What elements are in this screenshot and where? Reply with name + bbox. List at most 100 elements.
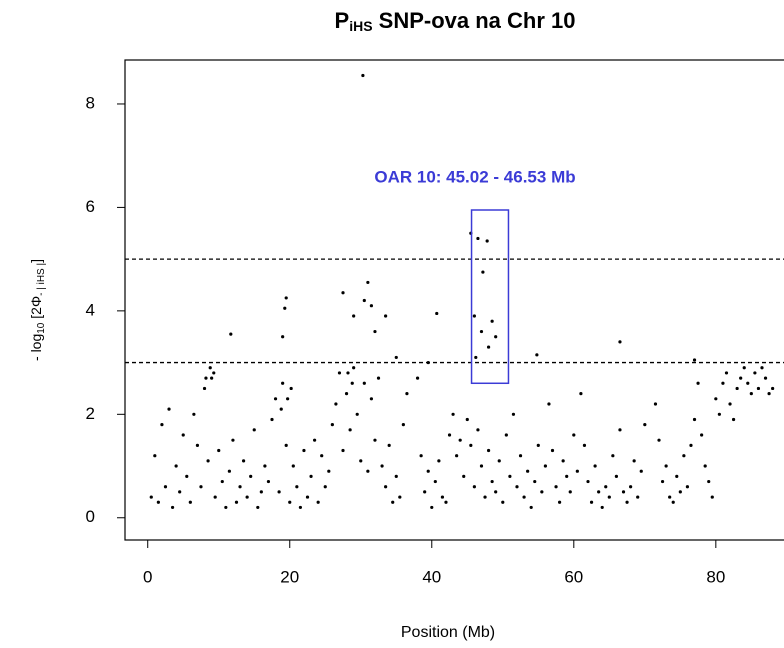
point — [671, 500, 675, 504]
point — [185, 474, 189, 478]
point — [289, 386, 293, 391]
point — [220, 479, 224, 484]
point — [540, 490, 544, 494]
point — [444, 500, 448, 504]
y-axis-label: - log10 [2Φ- | iHS |] — [28, 259, 47, 361]
point — [302, 448, 306, 453]
point — [288, 500, 292, 504]
point — [753, 371, 757, 375]
point — [700, 433, 704, 437]
point — [206, 459, 210, 463]
point — [557, 500, 562, 504]
point — [387, 443, 391, 447]
highlight-box — [470, 209, 510, 385]
point — [210, 376, 214, 380]
point — [419, 454, 423, 458]
point — [465, 417, 469, 422]
point — [604, 485, 608, 489]
point — [618, 428, 622, 432]
point — [756, 386, 761, 391]
point — [455, 454, 459, 458]
point — [479, 329, 484, 334]
point — [160, 423, 164, 427]
point — [316, 500, 320, 504]
point — [330, 423, 334, 427]
point — [678, 490, 682, 494]
point — [204, 376, 208, 380]
point — [485, 239, 489, 243]
y-label-part: ] — [28, 259, 44, 263]
point — [607, 495, 611, 499]
point — [266, 479, 271, 484]
point — [238, 485, 242, 489]
y-tick-label: 2 — [86, 404, 95, 423]
point — [213, 495, 217, 499]
point — [664, 464, 668, 468]
point — [458, 438, 462, 442]
point — [369, 304, 374, 308]
point — [511, 412, 516, 416]
point — [721, 381, 725, 385]
point — [575, 469, 579, 473]
x-axis-label: Position (Mb) — [401, 624, 495, 641]
point — [174, 464, 178, 468]
point — [227, 469, 231, 473]
point — [281, 381, 285, 385]
point — [192, 412, 196, 416]
point — [170, 505, 175, 510]
point — [494, 335, 498, 339]
point — [199, 485, 203, 489]
point — [689, 443, 693, 447]
point — [398, 495, 402, 499]
point — [494, 490, 498, 494]
point — [426, 469, 430, 473]
y-tick-label: 6 — [86, 197, 95, 216]
point — [231, 438, 235, 442]
point — [543, 464, 547, 468]
point — [208, 366, 212, 370]
point — [611, 454, 615, 458]
point — [593, 464, 597, 468]
point — [472, 485, 476, 489]
point — [582, 443, 587, 447]
point — [682, 454, 686, 458]
point — [277, 490, 281, 494]
point — [245, 495, 249, 499]
point — [212, 371, 216, 375]
point — [279, 407, 283, 411]
point — [629, 485, 633, 489]
point — [735, 386, 739, 391]
point — [361, 73, 365, 78]
point — [291, 464, 295, 468]
point — [153, 454, 157, 458]
point — [352, 366, 356, 370]
point — [376, 376, 381, 380]
point — [394, 474, 398, 478]
point — [295, 485, 299, 489]
point — [618, 340, 622, 344]
point — [305, 495, 310, 499]
point — [636, 495, 640, 499]
point — [337, 371, 342, 375]
point — [589, 500, 594, 504]
point — [259, 490, 263, 494]
point — [440, 495, 445, 499]
point — [731, 417, 736, 422]
point — [632, 459, 636, 463]
point — [323, 485, 327, 489]
point — [373, 329, 377, 334]
point — [350, 381, 354, 385]
point — [313, 438, 317, 442]
point — [263, 464, 267, 468]
point — [344, 392, 349, 396]
point — [547, 402, 551, 406]
point — [597, 490, 601, 494]
point — [535, 353, 539, 357]
point — [749, 392, 753, 396]
point — [474, 355, 478, 360]
chart-title: PiHS SNP-ova na Chr 10 — [335, 8, 576, 34]
point — [529, 505, 533, 510]
point — [430, 505, 434, 510]
title-part: P — [335, 8, 350, 33]
point — [710, 495, 714, 499]
